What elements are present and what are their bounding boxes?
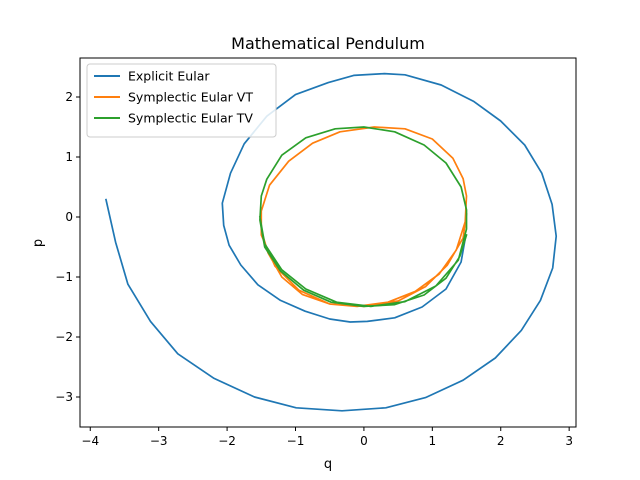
y-axis-ticks: −3 −2 −1 0 1 2 [55, 90, 80, 404]
y-tick-label: −1 [55, 270, 73, 284]
legend-entry-label: Symplectic Eular VT [128, 90, 253, 105]
x-tick-label: 2 [497, 434, 505, 448]
y-tick-label: −2 [55, 330, 73, 344]
x-axis-ticks: −4 −3 −2 −1 0 1 2 3 [81, 427, 573, 448]
y-tick-label: 1 [65, 150, 73, 164]
chart-title: Mathematical Pendulum [231, 34, 425, 53]
series-line-explicit-eular [104, 72, 558, 412]
x-tick-label: −2 [218, 434, 236, 448]
x-tick-label: −1 [287, 434, 305, 448]
series-layer [104, 72, 558, 412]
y-tick-label: −3 [55, 390, 73, 404]
y-tick-label: 0 [65, 210, 73, 224]
legend: Explicit Eular Symplectic Eular VT Symplec… [86, 63, 277, 138]
y-axis-label: p [31, 239, 46, 247]
x-tick-label: 3 [565, 434, 573, 448]
legend-entry-label: Explicit Eular [128, 69, 210, 84]
series-line-symplectic-eular-tv [258, 126, 468, 308]
legend-box [86, 63, 277, 138]
x-tick-label: 1 [429, 434, 437, 448]
y-tick-label: 2 [65, 90, 73, 104]
x-tick-label: 0 [360, 434, 368, 448]
x-tick-label: −3 [150, 434, 168, 448]
x-axis-label: q [324, 457, 332, 472]
plot-frame [79, 57, 577, 428]
x-tick-label: −4 [81, 434, 99, 448]
legend-entry-label: Symplectic Eular TV [128, 111, 253, 126]
